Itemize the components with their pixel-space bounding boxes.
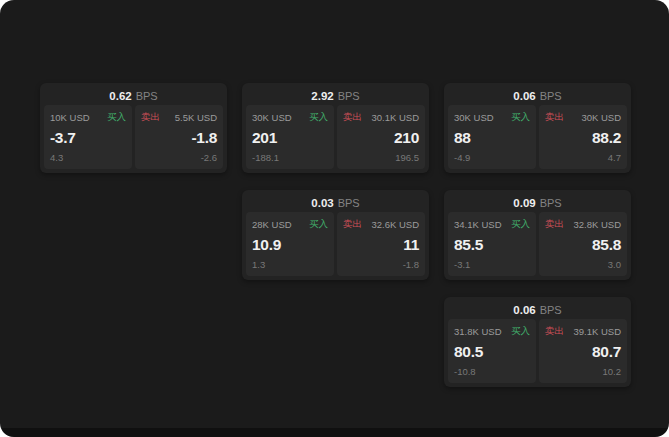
bps-header: 0.06 BPS [448,301,627,319]
sell-delta: 3.0 [545,259,621,270]
buy-price: -3.7 [50,129,126,147]
bps-value: 0.06 [513,90,535,102]
sell-label: 卖出 [343,218,362,231]
buy-size: 31.8K USD [454,326,502,337]
quote-card-4: 0.03 BPS 28K USD 买入 10.9 1.3 卖出 32.6K US… [242,190,429,280]
sell-price: -1.8 [141,129,217,147]
buy-size: 10K USD [50,112,90,123]
buy-panel[interactable]: 28K USD 买入 10.9 1.3 [246,212,334,276]
sell-size: 32.6K USD [371,219,419,230]
bps-unit: BPS [540,304,562,316]
bps-unit: BPS [338,90,360,102]
bps-header: 0.03 BPS [246,194,425,212]
quote-card-3: 0.06 BPS 30K USD 买入 88 -4.9 卖出 30K USD [444,83,631,173]
bps-unit: BPS [540,90,562,102]
sell-label: 卖出 [545,218,564,231]
bps-header: 0.62 BPS [44,87,223,105]
buy-size: 30K USD [252,112,292,123]
trading-dashboard: 0.62 BPS 10K USD 买入 -3.7 4.3 卖出 5.5K USD [0,0,669,437]
buy-delta: -4.9 [454,152,530,163]
sell-label: 卖出 [545,325,564,338]
buy-size: 30K USD [454,112,494,123]
bps-unit: BPS [540,197,562,209]
buy-size: 34.1K USD [454,219,502,230]
sell-price: 88.2 [545,129,621,147]
buy-panel[interactable]: 30K USD 买入 88 -4.9 [448,105,536,169]
sell-panel[interactable]: 卖出 32.8K USD 85.8 3.0 [539,212,627,276]
sell-delta: 196.5 [343,152,419,163]
bps-value: 2.92 [311,90,333,102]
buy-panel[interactable]: 31.8K USD 买入 80.5 -10.8 [448,319,536,383]
buy-delta: -188.1 [252,152,328,163]
sell-price: 210 [343,129,419,147]
buy-panel[interactable]: 34.1K USD 买入 85.5 -3.1 [448,212,536,276]
buy-delta: -3.1 [454,259,530,270]
bps-value: 0.09 [513,197,535,209]
bps-value: 0.03 [311,197,333,209]
buy-label: 买入 [309,111,328,124]
buy-label: 买入 [107,111,126,124]
bps-header: 2.92 BPS [246,87,425,105]
sell-size: 32.8K USD [573,219,621,230]
buy-delta: 4.3 [50,152,126,163]
buy-label: 买入 [309,218,328,231]
buy-price: 201 [252,129,328,147]
buy-panel[interactable]: 30K USD 买入 201 -188.1 [246,105,334,169]
sell-price: 11 [343,236,419,254]
sell-price: 85.8 [545,236,621,254]
bps-unit: BPS [136,90,158,102]
sell-delta: -2.6 [141,152,217,163]
sell-label: 卖出 [545,111,564,124]
quote-card-5: 0.09 BPS 34.1K USD 买入 85.5 -3.1 卖出 32.8K… [444,190,631,280]
sell-size: 30.1K USD [371,112,419,123]
bps-unit: BPS [338,197,360,209]
sell-panel[interactable]: 卖出 30K USD 88.2 4.7 [539,105,627,169]
buy-price: 80.5 [454,343,530,361]
sell-label: 卖出 [141,111,160,124]
quote-card-1: 0.62 BPS 10K USD 买入 -3.7 4.3 卖出 5.5K USD [40,83,227,173]
bps-value: 0.62 [109,90,131,102]
sell-panel[interactable]: 卖出 39.1K USD 80.7 10.2 [539,319,627,383]
buy-label: 买入 [511,218,530,231]
buy-price: 10.9 [252,236,328,254]
sell-delta: 10.2 [545,366,621,377]
sell-panel[interactable]: 卖出 30.1K USD 210 196.5 [337,105,425,169]
sell-label: 卖出 [343,111,362,124]
sell-panel[interactable]: 卖出 5.5K USD -1.8 -2.6 [135,105,223,169]
bps-header: 0.06 BPS [448,87,627,105]
buy-panel[interactable]: 10K USD 买入 -3.7 4.3 [44,105,132,169]
sell-delta: -1.8 [343,259,419,270]
buy-price: 88 [454,129,530,147]
sell-size: 30K USD [581,112,621,123]
bps-value: 0.06 [513,304,535,316]
buy-label: 买入 [511,325,530,338]
buy-size: 28K USD [252,219,292,230]
buy-price: 85.5 [454,236,530,254]
bps-header: 0.09 BPS [448,194,627,212]
buy-delta: 1.3 [252,259,328,270]
quote-card-2: 2.92 BPS 30K USD 买入 201 -188.1 卖出 30.1K … [242,83,429,173]
sell-price: 80.7 [545,343,621,361]
sell-delta: 4.7 [545,152,621,163]
sell-panel[interactable]: 卖出 32.6K USD 11 -1.8 [337,212,425,276]
quote-card-6: 0.06 BPS 31.8K USD 买入 80.5 -10.8 卖出 39.1… [444,297,631,387]
sell-size: 39.1K USD [573,326,621,337]
buy-label: 买入 [511,111,530,124]
buy-delta: -10.8 [454,366,530,377]
quote-card-grid: 0.62 BPS 10K USD 买入 -3.7 4.3 卖出 5.5K USD [40,83,631,387]
sell-size: 5.5K USD [175,112,217,123]
